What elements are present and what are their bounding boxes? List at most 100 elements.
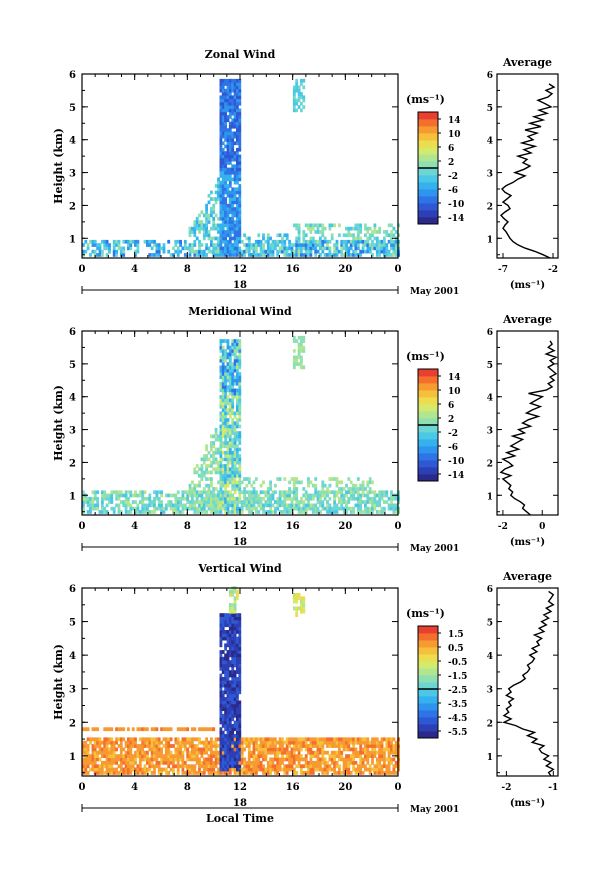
heatmap-cell	[224, 437, 227, 442]
heatmap-cell	[349, 487, 353, 491]
heatmap-cell	[238, 616, 242, 621]
heatmap-cell	[266, 503, 270, 508]
heatmap-cell	[193, 243, 197, 247]
heatmap-cell	[319, 223, 322, 228]
heatmap-cell	[228, 95, 232, 100]
heatmap-cell	[183, 764, 187, 769]
heatmap-cell	[148, 510, 152, 514]
profile-x-tick-label: -7	[498, 265, 508, 275]
heatmap-cell	[186, 727, 190, 732]
heatmap-cell	[169, 503, 173, 508]
heatmap-cell	[226, 710, 230, 715]
heatmap-cell	[153, 500, 156, 504]
heatmap-cell	[247, 500, 251, 504]
heatmap-cell	[205, 470, 208, 475]
heatmap-cell	[238, 98, 242, 103]
heatmap-cell	[219, 490, 223, 495]
heatmap-cell	[155, 747, 159, 752]
heatmap-cell	[160, 493, 163, 498]
heatmap-cell	[155, 754, 159, 758]
heatmap-cell	[292, 88, 296, 93]
heatmap-cell	[390, 506, 393, 511]
heatmap-cell	[195, 757, 199, 762]
profile-title: Average	[502, 56, 552, 69]
heatmap-cell	[191, 493, 194, 498]
heatmap-cell	[345, 233, 348, 238]
heatmap-cell	[103, 490, 107, 495]
heatmap-cell	[295, 236, 299, 241]
heatmap-cell	[122, 500, 126, 504]
heatmap-cell	[84, 757, 88, 762]
heatmap-cell	[371, 230, 374, 234]
heatmap-cell	[181, 750, 185, 755]
heatmap-cell	[228, 144, 232, 149]
heatmap-cell	[340, 750, 344, 755]
heatmap-cell	[371, 253, 374, 257]
heatmap-cell	[84, 496, 88, 501]
heatmap-cell	[224, 404, 227, 409]
heatmap-cell	[359, 767, 363, 772]
heatmap-cell	[221, 414, 225, 419]
heatmap-cell	[236, 101, 239, 106]
heatmap-cell	[326, 744, 329, 748]
heatmap-cell	[292, 740, 296, 745]
heatmap-cell	[143, 754, 147, 758]
heatmap-cell	[236, 111, 239, 116]
heatmap-cell	[224, 121, 227, 126]
heatmap-cell	[164, 737, 168, 742]
heatmap-cell	[93, 760, 97, 765]
heatmap-cell	[330, 236, 334, 241]
heatmap-cell	[309, 503, 313, 508]
heatmap-cell	[143, 490, 147, 495]
heatmap-cell	[236, 230, 239, 234]
heatmap-cell	[368, 249, 372, 254]
heatmap-cell	[224, 105, 227, 109]
heatmap-cell	[238, 764, 242, 769]
heatmap-cell	[274, 737, 277, 742]
heatmap-cell	[302, 78, 306, 83]
heatmap-cell	[276, 750, 280, 755]
heatmap-cell	[226, 108, 230, 113]
heatmap-cell	[302, 764, 306, 769]
heatmap-cell	[188, 487, 192, 491]
heatmap-cell	[103, 750, 107, 755]
heatmap-cell	[198, 226, 201, 231]
heatmap-cell	[238, 663, 242, 668]
heatmap-cell	[278, 510, 282, 514]
heatmap-cell	[321, 490, 325, 495]
heatmap-cell	[307, 223, 310, 228]
heatmap-cell	[238, 673, 242, 678]
heatmap-cell	[231, 190, 235, 195]
heatmap-cell	[314, 744, 318, 748]
heatmap-cell	[238, 236, 242, 241]
heatmap-cell	[233, 643, 237, 648]
profile-x-tick-label: 0	[539, 522, 545, 532]
heatmap-cell	[164, 771, 168, 775]
heatmap-cell	[274, 506, 277, 511]
heatmap-cell	[86, 510, 90, 514]
heatmap-cell	[219, 98, 223, 103]
heatmap-cell	[233, 378, 237, 383]
heatmap-cell	[210, 744, 213, 748]
heatmap-cell	[255, 243, 258, 247]
heatmap-cell	[214, 197, 218, 201]
heatmap-cell	[228, 457, 232, 462]
heatmap-cell	[392, 747, 396, 752]
heatmap-cell	[228, 210, 232, 215]
heatmap-cell	[141, 750, 145, 755]
heatmap-cell	[219, 680, 223, 685]
heatmap-cell	[264, 493, 268, 498]
heatmap-cell	[328, 253, 332, 257]
heatmap-cell	[131, 727, 135, 732]
heatmap-cell	[354, 253, 358, 257]
heatmap-cell	[221, 431, 225, 435]
heatmap-cell	[387, 750, 391, 755]
heatmap-cell	[364, 747, 367, 752]
heatmap-cell	[247, 747, 251, 752]
heatmap-cell	[392, 496, 396, 501]
colorbar-tick-label: -3.5	[448, 700, 467, 710]
heatmap-cell	[333, 223, 336, 228]
heatmap-cell	[378, 253, 381, 257]
heatmap-cell	[221, 213, 225, 218]
